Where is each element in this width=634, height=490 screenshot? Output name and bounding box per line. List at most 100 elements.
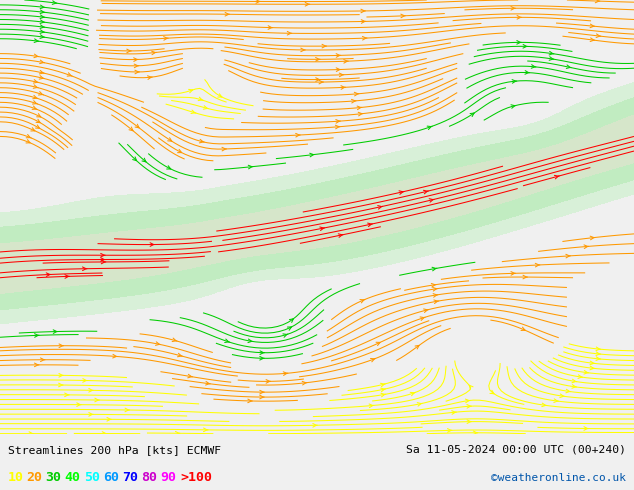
FancyArrowPatch shape — [357, 106, 362, 110]
FancyArrowPatch shape — [39, 75, 44, 79]
FancyArrowPatch shape — [150, 243, 155, 246]
FancyArrowPatch shape — [566, 389, 571, 393]
FancyArrowPatch shape — [167, 166, 171, 169]
FancyArrowPatch shape — [549, 51, 554, 55]
FancyArrowPatch shape — [33, 96, 38, 99]
FancyArrowPatch shape — [34, 54, 39, 58]
FancyArrowPatch shape — [380, 383, 385, 387]
FancyArrowPatch shape — [517, 16, 522, 19]
FancyArrowPatch shape — [336, 120, 340, 123]
FancyArrowPatch shape — [168, 138, 172, 141]
FancyArrowPatch shape — [176, 431, 180, 435]
FancyArrowPatch shape — [34, 363, 39, 367]
FancyArrowPatch shape — [410, 392, 415, 396]
FancyArrowPatch shape — [351, 99, 356, 103]
FancyArrowPatch shape — [554, 175, 559, 179]
FancyArrowPatch shape — [32, 106, 37, 109]
FancyArrowPatch shape — [256, 0, 261, 3]
Text: 20: 20 — [27, 471, 42, 484]
FancyArrowPatch shape — [381, 393, 385, 397]
FancyArrowPatch shape — [295, 133, 301, 137]
FancyArrowPatch shape — [572, 379, 577, 383]
FancyArrowPatch shape — [283, 372, 288, 375]
FancyArrowPatch shape — [82, 267, 87, 270]
FancyArrowPatch shape — [40, 60, 44, 64]
FancyArrowPatch shape — [133, 157, 136, 161]
FancyArrowPatch shape — [380, 388, 385, 392]
FancyArrowPatch shape — [65, 393, 69, 396]
FancyArrowPatch shape — [58, 383, 63, 387]
FancyArrowPatch shape — [129, 127, 133, 131]
FancyArrowPatch shape — [32, 100, 37, 104]
FancyArrowPatch shape — [339, 234, 343, 237]
Text: Sa 11-05-2024 00:00 UTC (00+240): Sa 11-05-2024 00:00 UTC (00+240) — [406, 445, 626, 455]
FancyArrowPatch shape — [107, 417, 112, 421]
FancyArrowPatch shape — [322, 44, 327, 48]
FancyArrowPatch shape — [531, 65, 536, 68]
FancyArrowPatch shape — [36, 125, 39, 128]
FancyArrowPatch shape — [125, 408, 129, 412]
FancyArrowPatch shape — [465, 399, 470, 403]
FancyArrowPatch shape — [566, 65, 571, 69]
FancyArrowPatch shape — [82, 379, 87, 382]
FancyArrowPatch shape — [399, 191, 404, 195]
FancyArrowPatch shape — [470, 113, 474, 117]
Text: 30: 30 — [46, 471, 61, 484]
FancyArrowPatch shape — [429, 198, 434, 202]
FancyArrowPatch shape — [596, 357, 600, 361]
FancyArrowPatch shape — [354, 92, 359, 96]
FancyArrowPatch shape — [46, 273, 51, 276]
FancyArrowPatch shape — [360, 299, 365, 303]
FancyArrowPatch shape — [148, 76, 152, 79]
FancyArrowPatch shape — [590, 24, 595, 27]
FancyArrowPatch shape — [344, 59, 348, 63]
FancyArrowPatch shape — [178, 353, 183, 357]
FancyArrowPatch shape — [77, 403, 81, 406]
FancyArrowPatch shape — [554, 399, 559, 402]
FancyArrowPatch shape — [218, 94, 222, 97]
FancyArrowPatch shape — [34, 334, 39, 337]
FancyArrowPatch shape — [224, 339, 230, 343]
FancyArrowPatch shape — [319, 80, 323, 84]
FancyArrowPatch shape — [378, 206, 382, 209]
FancyArrowPatch shape — [172, 338, 177, 342]
FancyArrowPatch shape — [40, 5, 45, 9]
FancyArrowPatch shape — [65, 275, 70, 278]
FancyArrowPatch shape — [335, 125, 340, 129]
FancyArrowPatch shape — [204, 428, 208, 432]
FancyArrowPatch shape — [89, 413, 93, 416]
FancyArrowPatch shape — [135, 70, 139, 74]
FancyArrowPatch shape — [302, 381, 307, 385]
FancyArrowPatch shape — [424, 190, 429, 194]
FancyArrowPatch shape — [102, 432, 107, 435]
Text: ©weatheronline.co.uk: ©weatheronline.co.uk — [491, 472, 626, 483]
FancyArrowPatch shape — [341, 86, 346, 89]
FancyArrowPatch shape — [305, 2, 310, 6]
FancyArrowPatch shape — [432, 267, 437, 271]
FancyArrowPatch shape — [584, 427, 588, 430]
FancyArrowPatch shape — [339, 73, 344, 77]
FancyArrowPatch shape — [511, 6, 515, 10]
FancyArrowPatch shape — [249, 165, 253, 169]
FancyArrowPatch shape — [260, 351, 264, 354]
FancyArrowPatch shape — [287, 31, 292, 35]
Text: 80: 80 — [141, 471, 157, 484]
FancyArrowPatch shape — [200, 139, 204, 143]
FancyArrowPatch shape — [490, 391, 494, 394]
Text: 10: 10 — [8, 471, 23, 484]
FancyArrowPatch shape — [33, 85, 38, 88]
FancyArrowPatch shape — [127, 49, 131, 53]
FancyArrowPatch shape — [473, 431, 478, 435]
FancyArrowPatch shape — [363, 36, 367, 40]
FancyArrowPatch shape — [205, 382, 210, 385]
FancyArrowPatch shape — [584, 370, 589, 374]
FancyArrowPatch shape — [448, 429, 452, 432]
FancyArrowPatch shape — [40, 25, 45, 28]
FancyArrowPatch shape — [52, 1, 57, 4]
FancyArrowPatch shape — [40, 30, 45, 33]
FancyArrowPatch shape — [560, 394, 565, 397]
FancyArrowPatch shape — [191, 110, 196, 114]
FancyArrowPatch shape — [134, 58, 138, 61]
FancyArrowPatch shape — [31, 128, 35, 131]
FancyArrowPatch shape — [268, 25, 273, 29]
